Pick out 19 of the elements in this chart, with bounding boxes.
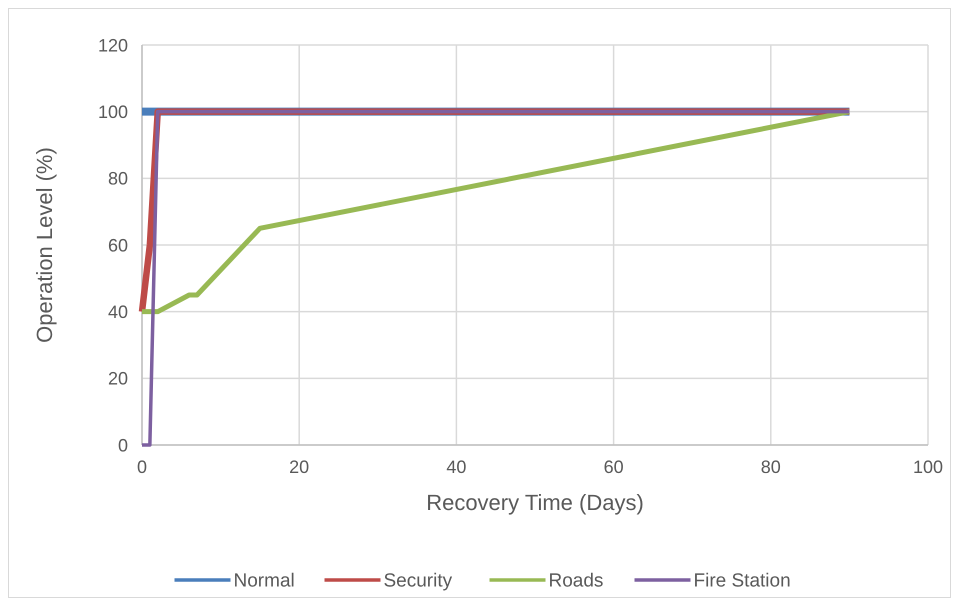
- y-tick-label: 20: [108, 368, 128, 389]
- x-tick-label: 60: [604, 457, 624, 477]
- legend-label: Roads: [548, 570, 604, 592]
- legend-label: Fire Station: [694, 570, 791, 592]
- y-tick-label: 100: [98, 102, 128, 122]
- legend-label: Normal: [234, 570, 295, 592]
- x-tick-label: 0: [136, 457, 148, 477]
- x-tick-label: 100: [912, 457, 944, 477]
- x-axis-title: Recovery Time (Days): [426, 490, 644, 515]
- y-tick-label: 120: [98, 35, 128, 56]
- y-axis-title: Operation Level (%): [32, 147, 57, 343]
- x-tick-label: 40: [446, 457, 466, 477]
- legend-label: Security: [384, 570, 453, 592]
- x-tick-label: 80: [760, 457, 781, 477]
- y-tick-label: 80: [108, 168, 128, 189]
- y-tick-label: 40: [108, 302, 128, 322]
- y-tick-label: 60: [108, 235, 128, 256]
- y-tick-label: 0: [118, 435, 128, 456]
- x-tick-label: 20: [289, 457, 310, 477]
